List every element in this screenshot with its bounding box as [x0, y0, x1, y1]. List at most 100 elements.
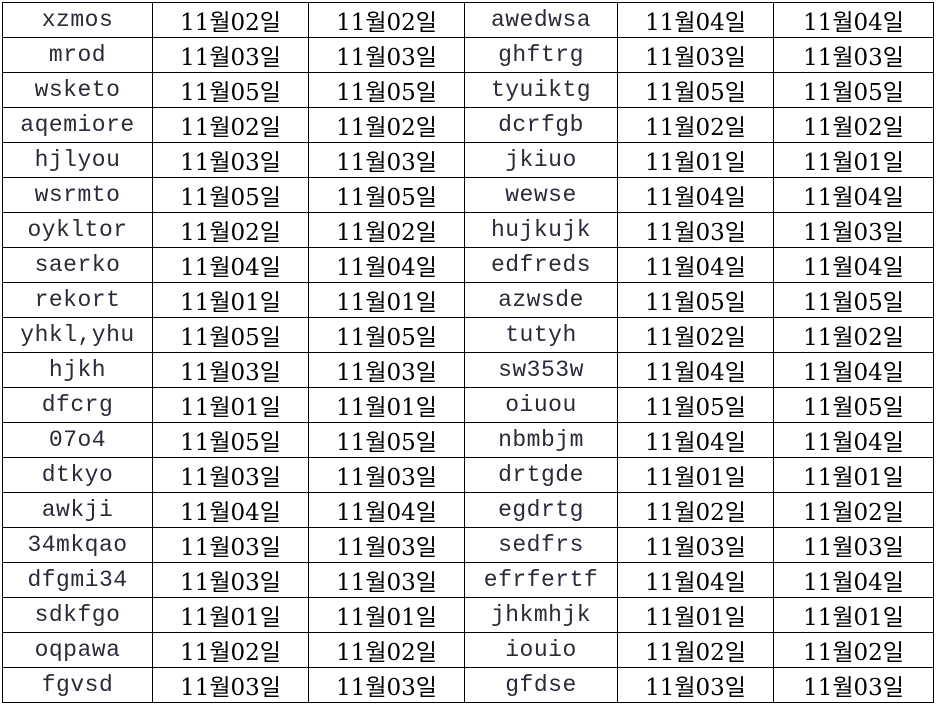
date-cell[interactable]: 11월03일: [152, 457, 309, 493]
name-cell[interactable]: oqpawa: [2, 632, 153, 668]
date-cell[interactable]: 11월03일: [152, 667, 309, 703]
date-cell[interactable]: 11월03일: [152, 142, 309, 178]
date-cell[interactable]: 11월02일: [308, 2, 465, 38]
date-cell[interactable]: 11월03일: [773, 37, 934, 73]
date-cell[interactable]: 11월04일: [617, 422, 774, 458]
name-cell[interactable]: aqemiore: [2, 107, 153, 143]
name-cell[interactable]: rekort: [2, 282, 153, 318]
date-cell[interactable]: 11월02일: [308, 212, 465, 248]
date-cell[interactable]: 11월05일: [308, 422, 465, 458]
date-cell[interactable]: 11월02일: [152, 212, 309, 248]
date-cell[interactable]: 11월03일: [308, 527, 465, 563]
name-cell[interactable]: dfcrg: [2, 387, 153, 423]
date-cell[interactable]: 11월04일: [773, 247, 934, 283]
date-cell[interactable]: 11월05일: [617, 387, 774, 423]
date-cell[interactable]: 11월01일: [617, 457, 774, 493]
name-cell[interactable]: jkiuo: [464, 142, 618, 178]
date-cell[interactable]: 11월03일: [152, 527, 309, 563]
date-cell[interactable]: 11월05일: [308, 317, 465, 353]
name-cell[interactable]: dcrfgb: [464, 107, 618, 143]
date-cell[interactable]: 11월02일: [308, 632, 465, 668]
date-cell[interactable]: 11월03일: [773, 527, 934, 563]
date-cell[interactable]: 11월03일: [308, 667, 465, 703]
date-cell[interactable]: 11월03일: [152, 37, 309, 73]
date-cell[interactable]: 11월05일: [617, 72, 774, 108]
date-cell[interactable]: 11월01일: [308, 597, 465, 633]
date-cell[interactable]: 11월04일: [773, 177, 934, 213]
name-cell[interactable]: efrfertf: [464, 562, 618, 598]
date-cell[interactable]: 11월03일: [152, 352, 309, 388]
name-cell[interactable]: wewse: [464, 177, 618, 213]
date-cell[interactable]: 11월03일: [617, 212, 774, 248]
name-cell[interactable]: sw353w: [464, 352, 618, 388]
date-cell[interactable]: 11월04일: [617, 352, 774, 388]
date-cell[interactable]: 11월04일: [617, 177, 774, 213]
name-cell[interactable]: oykltor: [2, 212, 153, 248]
date-cell[interactable]: 11월01일: [152, 597, 309, 633]
date-cell[interactable]: 11월05일: [773, 387, 934, 423]
date-cell[interactable]: 11월05일: [152, 422, 309, 458]
date-cell[interactable]: 11월03일: [617, 667, 774, 703]
name-cell[interactable]: wsketo: [2, 72, 153, 108]
date-cell[interactable]: 11월05일: [152, 317, 309, 353]
date-cell[interactable]: 11월03일: [773, 667, 934, 703]
date-cell[interactable]: 11월03일: [308, 37, 465, 73]
name-cell[interactable]: oiuou: [464, 387, 618, 423]
date-cell[interactable]: 11월04일: [152, 247, 309, 283]
name-cell[interactable]: edfreds: [464, 247, 618, 283]
name-cell[interactable]: awedwsa: [464, 2, 618, 38]
date-cell[interactable]: 11월03일: [308, 562, 465, 598]
date-cell[interactable]: 11월05일: [152, 177, 309, 213]
name-cell[interactable]: egdrtg: [464, 492, 618, 528]
name-cell[interactable]: iouio: [464, 632, 618, 668]
date-cell[interactable]: 11월05일: [152, 72, 309, 108]
date-cell[interactable]: 11월03일: [773, 212, 934, 248]
date-cell[interactable]: 11월02일: [773, 492, 934, 528]
date-cell[interactable]: 11월02일: [152, 107, 309, 143]
date-cell[interactable]: 11월01일: [617, 597, 774, 633]
date-cell[interactable]: 11월01일: [773, 597, 934, 633]
date-cell[interactable]: 11월03일: [617, 527, 774, 563]
name-cell[interactable]: gfdse: [464, 667, 618, 703]
name-cell[interactable]: awkji: [2, 492, 153, 528]
date-cell[interactable]: 11월02일: [308, 107, 465, 143]
date-cell[interactable]: 11월03일: [308, 352, 465, 388]
date-cell[interactable]: 11월04일: [773, 422, 934, 458]
date-cell[interactable]: 11월01일: [617, 142, 774, 178]
date-cell[interactable]: 11월04일: [308, 492, 465, 528]
name-cell[interactable]: sedfrs: [464, 527, 618, 563]
date-cell[interactable]: 11월05일: [773, 72, 934, 108]
date-cell[interactable]: 11월04일: [617, 247, 774, 283]
date-cell[interactable]: 11월04일: [773, 352, 934, 388]
name-cell[interactable]: nbmbjm: [464, 422, 618, 458]
date-cell[interactable]: 11월04일: [617, 2, 774, 38]
date-cell[interactable]: 11월04일: [773, 562, 934, 598]
name-cell[interactable]: hjkh: [2, 352, 153, 388]
name-cell[interactable]: drtgde: [464, 457, 618, 493]
date-cell[interactable]: 11월02일: [152, 632, 309, 668]
date-cell[interactable]: 11월02일: [773, 107, 934, 143]
name-cell[interactable]: 34mkqao: [2, 527, 153, 563]
date-cell[interactable]: 11월01일: [773, 142, 934, 178]
date-cell[interactable]: 11월02일: [617, 492, 774, 528]
date-cell[interactable]: 11월04일: [617, 562, 774, 598]
date-cell[interactable]: 11월02일: [617, 107, 774, 143]
date-cell[interactable]: 11월05일: [773, 282, 934, 318]
name-cell[interactable]: sdkfgo: [2, 597, 153, 633]
name-cell[interactable]: fgvsd: [2, 667, 153, 703]
date-cell[interactable]: 11월01일: [152, 387, 309, 423]
date-cell[interactable]: 11월03일: [617, 37, 774, 73]
name-cell[interactable]: yhkl,yhu: [2, 317, 153, 353]
date-cell[interactable]: 11월02일: [773, 317, 934, 353]
date-cell[interactable]: 11월02일: [617, 317, 774, 353]
date-cell[interactable]: 11월03일: [308, 142, 465, 178]
date-cell[interactable]: 11월05일: [308, 177, 465, 213]
name-cell[interactable]: jhkmhjk: [464, 597, 618, 633]
name-cell[interactable]: wsrmto: [2, 177, 153, 213]
name-cell[interactable]: xzmos: [2, 2, 153, 38]
date-cell[interactable]: 11월05일: [617, 282, 774, 318]
date-cell[interactable]: 11월01일: [308, 387, 465, 423]
date-cell[interactable]: 11월03일: [308, 457, 465, 493]
name-cell[interactable]: ghftrg: [464, 37, 618, 73]
date-cell[interactable]: 11월04일: [308, 247, 465, 283]
